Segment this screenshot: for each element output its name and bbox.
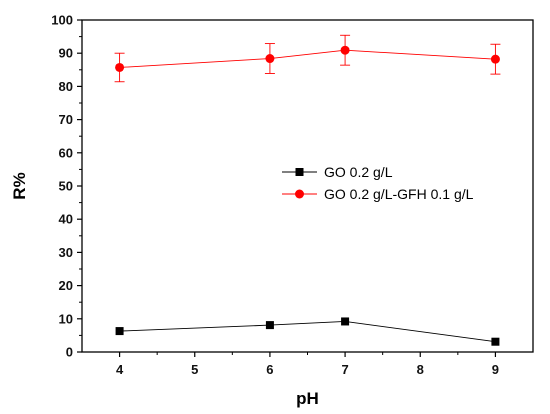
series-2	[114, 34, 501, 83]
series-line	[119, 49, 496, 68]
data-point	[341, 317, 350, 326]
x-tick-label: 7	[341, 362, 348, 377]
data-point	[490, 54, 500, 64]
x-axis-label: pH	[296, 389, 319, 408]
legend-item-1: GO 0.2 g/L	[282, 164, 393, 180]
y-tick-label: 100	[51, 13, 73, 28]
series-layer	[114, 34, 501, 346]
series-1	[115, 317, 500, 346]
y-tick-label: 50	[59, 179, 73, 194]
x-tick-label: 9	[492, 362, 499, 377]
y-tick-label: 20	[59, 278, 73, 293]
data-point	[340, 45, 350, 55]
legend-label: GO 0.2 g/L-GFH 0.1 g/L	[324, 186, 474, 202]
x-tick-label: 5	[191, 362, 198, 377]
data-point	[491, 337, 500, 346]
y-tick-label: 60	[59, 145, 73, 160]
x-axis: 4 5 6 7 8 9	[116, 352, 499, 377]
legend: GO 0.2 g/L GO 0.2 g/L-GFH 0.1 g/L	[282, 164, 474, 202]
y-tick-label: 40	[59, 212, 73, 227]
legend-item-2: GO 0.2 g/L-GFH 0.1 g/L	[282, 186, 474, 202]
y-tick-label: 0	[66, 345, 73, 360]
data-point	[115, 62, 125, 72]
x-tick-label: 8	[417, 362, 424, 377]
series-line	[119, 321, 496, 343]
y-tick-label: 90	[59, 46, 73, 61]
y-axis-label: R%	[10, 172, 29, 199]
data-point	[265, 321, 274, 330]
legend-marker	[295, 168, 304, 176]
data-point	[265, 54, 275, 64]
y-axis: 0 10 20 30 40 50 60 70 80 90 100	[51, 13, 82, 360]
legend-marker	[295, 189, 304, 199]
x-tick-label: 4	[116, 362, 124, 377]
y-tick-label: 80	[59, 79, 73, 94]
y-tick-label: 30	[59, 245, 73, 260]
legend-label: GO 0.2 g/L	[324, 164, 393, 180]
data-point	[115, 327, 124, 336]
y-tick-label: 10	[59, 311, 73, 326]
x-tick-label: 6	[266, 362, 273, 377]
y-tick-label: 70	[59, 112, 73, 127]
